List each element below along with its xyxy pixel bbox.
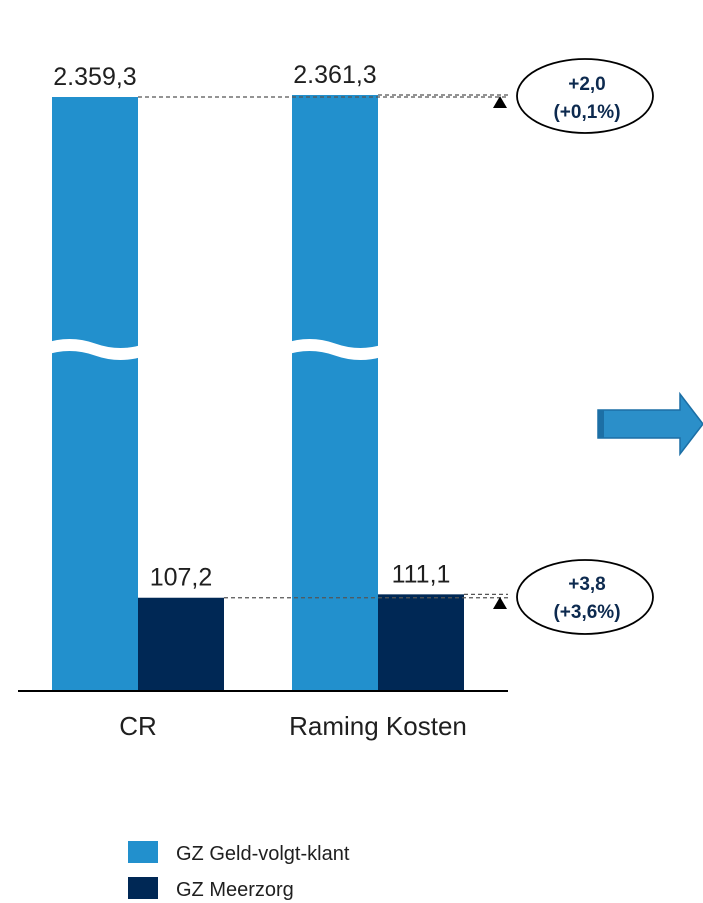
category-label: Raming Kosten [289,711,467,741]
legend-swatch-meerzorg [128,877,158,899]
data-label: 107,2 [150,564,213,592]
legend: GZ Geld-volgt-klant GZ Meerzorg [128,841,350,901]
data-label: 2.359,3 [53,63,136,91]
axis-break-mark [43,339,147,360]
delta-annotation-meerzorg: +3,8 (+3,6%) [493,559,654,635]
up-triangle-icon [493,597,507,609]
bar-gvk-raming [292,95,378,691]
delta-percent: (+3,6%) [553,602,620,623]
delta-value: +2,0 [568,74,606,95]
data-label: 111,1 [392,560,451,588]
delta-annotation-gvk: +2,0 (+0,1%) [493,58,654,134]
delta-value: +3,8 [568,574,606,595]
delta-bubble [516,58,654,134]
legend-label-meerzorg: GZ Meerzorg [176,879,294,901]
data-label: 2.361,3 [293,61,376,89]
legend-label-gvk: GZ Geld-volgt-klant [176,843,350,865]
right-arrow-icon [597,391,703,457]
bar-meerzorg-raming [378,594,464,691]
up-triangle-icon [493,96,507,108]
delta-bubble [516,559,654,635]
category-label: CR [119,711,157,741]
legend-swatch-gvk [128,841,158,863]
bar-meerzorg-cr [138,597,224,691]
delta-percent: (+0,1%) [553,102,620,123]
axis-break-mark [283,339,387,360]
bar-gvk-cr [52,97,138,691]
